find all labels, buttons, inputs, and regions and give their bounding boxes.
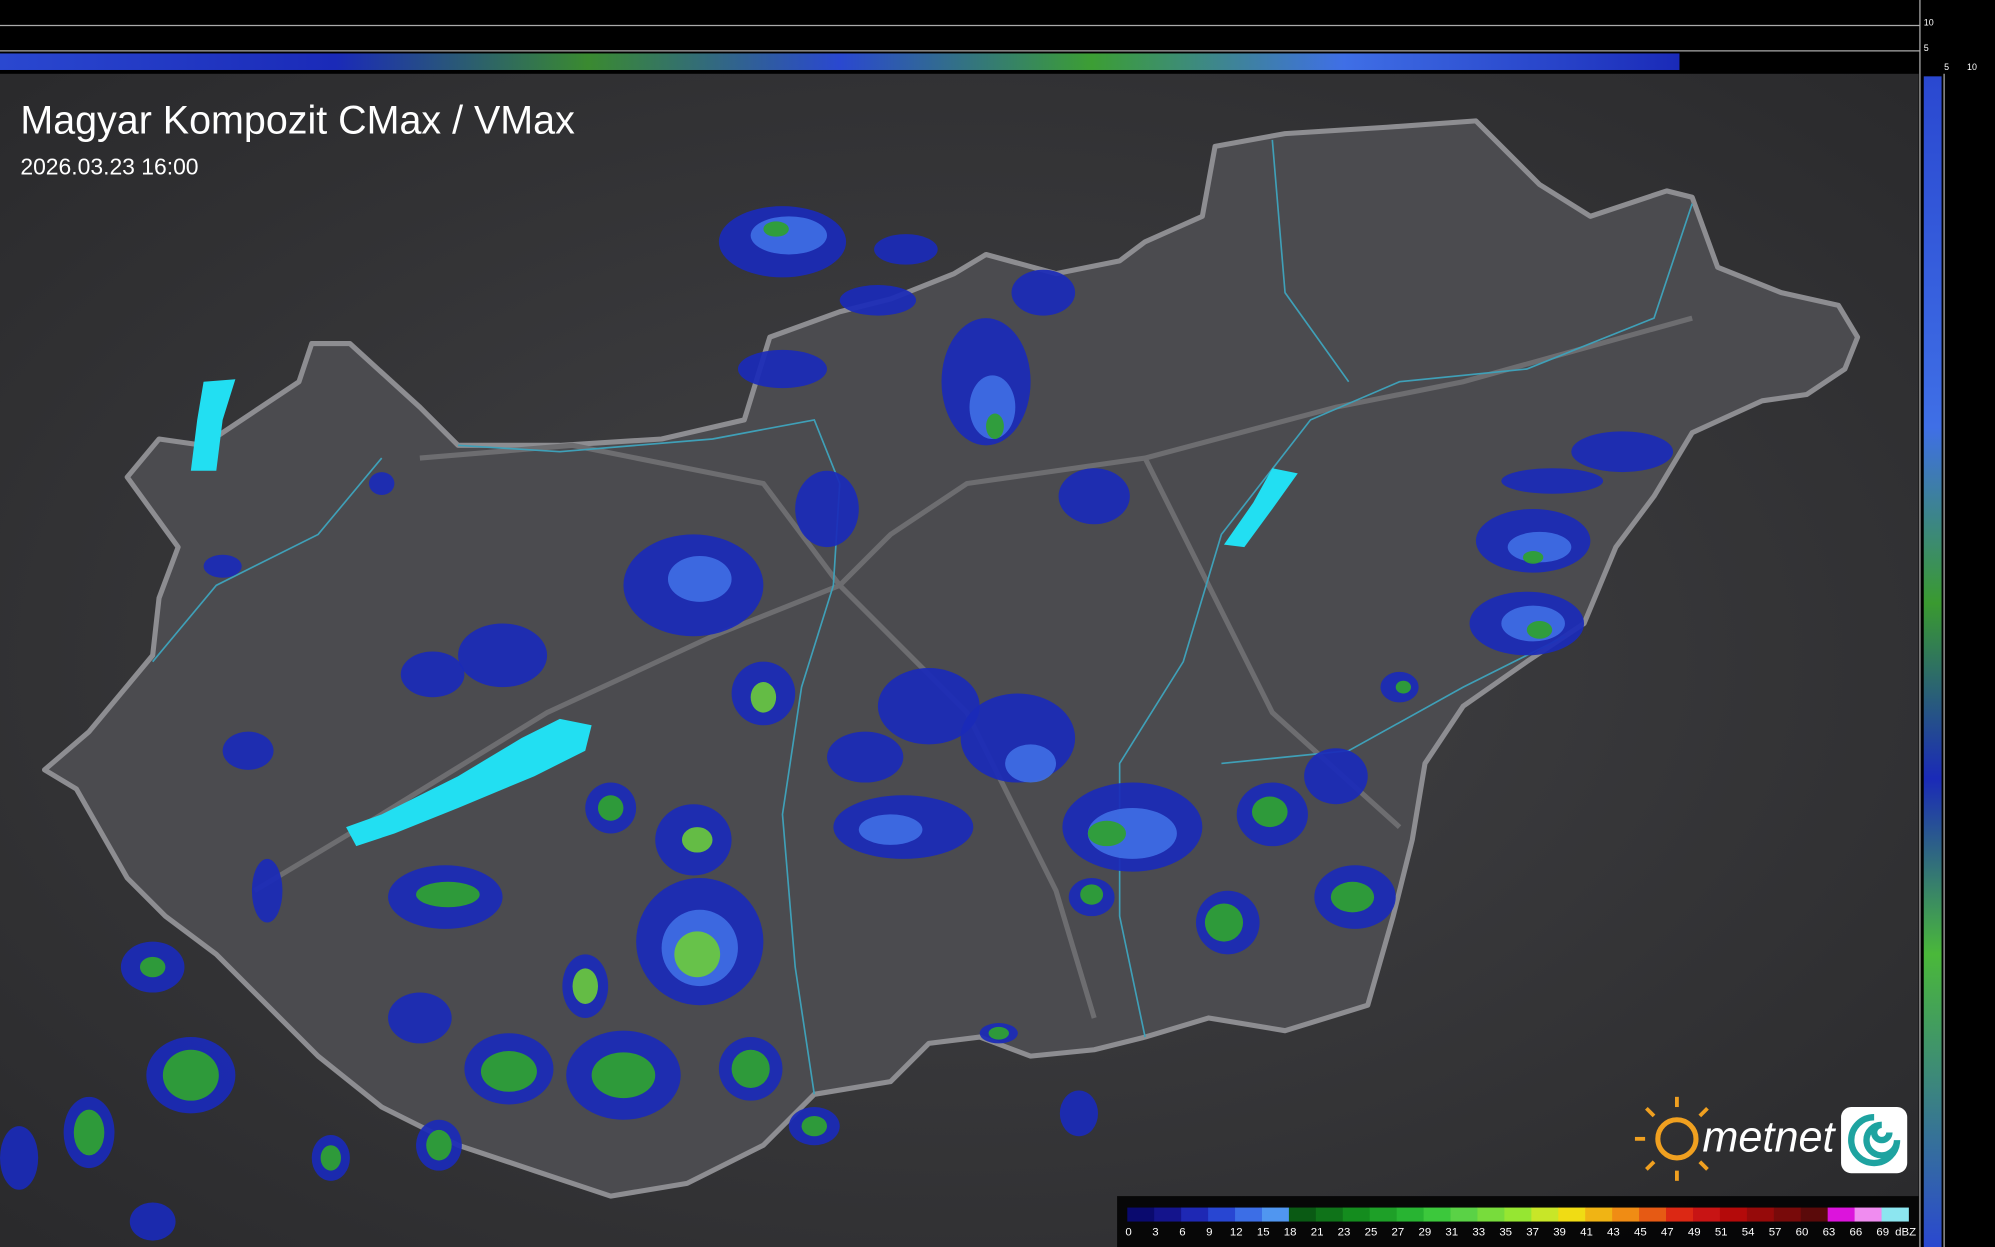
legend-swatch [1477, 1207, 1505, 1222]
legend-label: 47 [1661, 1227, 1674, 1239]
legend-label: 66 [1850, 1227, 1863, 1239]
map-title: Magyar Kompozit CMax / VMax [20, 99, 575, 143]
legend-label: 23 [1338, 1227, 1351, 1239]
legend-label: 63 [1823, 1227, 1836, 1239]
legend-swatch [1315, 1207, 1344, 1222]
radar-echoes [0, 206, 1674, 1241]
legend-swatch [1181, 1207, 1209, 1222]
legend-label: 25 [1365, 1227, 1378, 1239]
legend-swatch [1342, 1207, 1371, 1222]
country-outline [41, 118, 1861, 1199]
legend-swatch [1423, 1207, 1451, 1222]
legend-label: 29 [1419, 1227, 1432, 1239]
legend-swatch [1746, 1207, 1775, 1222]
legend-label: 69 [1876, 1227, 1889, 1239]
legend-unit: dBZ [1895, 1227, 1916, 1239]
legend-swatch [1369, 1207, 1398, 1222]
legend-label: 3 [1152, 1227, 1158, 1239]
legend-swatch [1800, 1207, 1829, 1222]
legend-swatch [1450, 1207, 1478, 1222]
axis-label: 5 [1924, 43, 1929, 53]
vertical-profile [0, 53, 1680, 70]
legend-label: 21 [1311, 1227, 1324, 1239]
legend-label: 49 [1688, 1227, 1701, 1239]
legend-label: 33 [1472, 1227, 1485, 1239]
legend-label: 39 [1553, 1227, 1566, 1239]
legend-swatch [1558, 1207, 1586, 1222]
legend-label: 51 [1715, 1227, 1728, 1239]
legend-label: 35 [1499, 1227, 1512, 1239]
legend-swatch [1719, 1207, 1748, 1222]
legend: 0 3 6 9 12 15 18 21 23 25 27 29 31 33 35 37 39 41 43 45 47 49… [1125, 1207, 1916, 1239]
legend-label: 41 [1580, 1227, 1593, 1239]
legend-label: 57 [1769, 1227, 1782, 1239]
timestamp: 2026.03.23 16:00 [20, 153, 198, 179]
legend-swatch [1881, 1207, 1909, 1222]
side-profile [1923, 76, 1942, 1247]
legend-label: 27 [1392, 1227, 1405, 1239]
legend-label: 15 [1257, 1227, 1270, 1239]
legend-label: 0 [1125, 1227, 1131, 1239]
legend-swatch [1127, 1207, 1155, 1222]
legend-label: 60 [1796, 1227, 1809, 1239]
legend-swatch [1235, 1207, 1263, 1222]
legend-label: 9 [1206, 1227, 1212, 1239]
legend-swatch [1639, 1207, 1667, 1222]
legend-swatch [1396, 1207, 1424, 1222]
legend-swatch [1773, 1207, 1802, 1222]
legend-label: 43 [1607, 1227, 1620, 1239]
legend-swatch [1612, 1207, 1640, 1222]
legend-swatch [1585, 1207, 1613, 1222]
legend-label: 18 [1284, 1227, 1297, 1239]
legend-label: 37 [1526, 1227, 1539, 1239]
legend-swatch [1154, 1207, 1182, 1222]
legend-swatch [1504, 1207, 1532, 1222]
legend-swatch [1854, 1207, 1882, 1222]
legend-label: 31 [1445, 1227, 1458, 1239]
legend-label: 6 [1179, 1227, 1185, 1239]
logo: metnet [1634, 1096, 1908, 1181]
axis-label: 10 [1967, 62, 1977, 72]
logo-text: metnet [1702, 1114, 1836, 1162]
legend-label: 54 [1742, 1227, 1755, 1239]
legend-swatch [1261, 1207, 1290, 1222]
legend-swatch [1827, 1207, 1855, 1222]
legend-swatch [1288, 1207, 1317, 1222]
axis-label: 5 [1944, 62, 1949, 72]
legend-swatch [1692, 1207, 1721, 1222]
axis-label: 10 [1924, 17, 1934, 27]
lakes [190, 379, 1298, 847]
legend-label: 12 [1230, 1227, 1243, 1239]
legend-label: 45 [1634, 1227, 1647, 1239]
legend-swatch [1208, 1207, 1236, 1222]
legend-swatch [1531, 1207, 1559, 1222]
legend-swatch [1666, 1207, 1694, 1222]
